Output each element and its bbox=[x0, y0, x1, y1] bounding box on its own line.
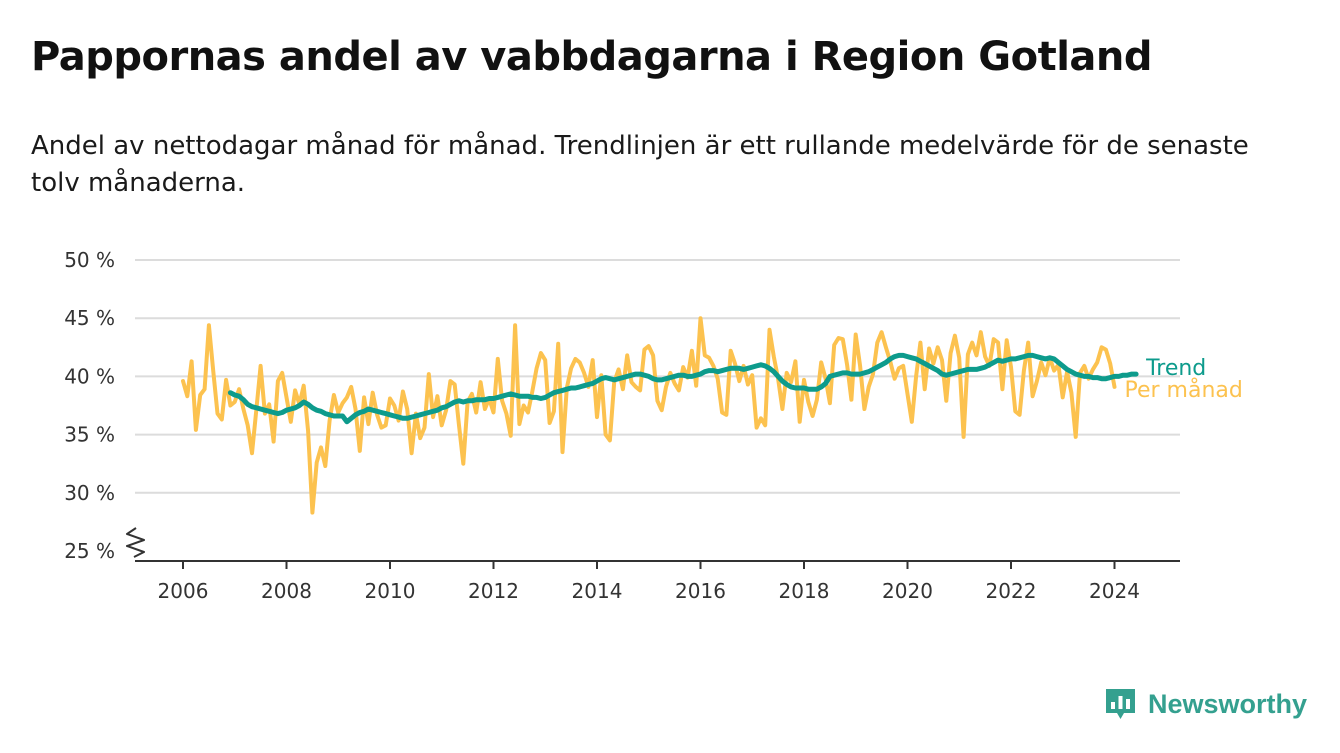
x-axis bbox=[135, 560, 1180, 569]
brand-logo: Newsworthy bbox=[1104, 687, 1307, 721]
chart-series bbox=[181, 316, 1139, 515]
y-axis-labels: 50 % 45 % 40 % 35 % 30 % 25 % bbox=[64, 248, 115, 563]
x-tick-label: 2016 bbox=[675, 579, 726, 603]
newsworthy-logo-icon bbox=[1105, 689, 1135, 719]
trend-line bbox=[227, 352, 1139, 425]
y-tick-label: 30 % bbox=[64, 481, 115, 505]
y-tick-label: 35 % bbox=[64, 423, 115, 447]
x-tick-label: 2022 bbox=[986, 579, 1037, 603]
y-tick-label: 40 % bbox=[64, 364, 115, 388]
x-tick-label: 2010 bbox=[365, 579, 416, 603]
axis-break-icon bbox=[126, 527, 145, 558]
x-axis-labels: 2006 2008 2010 2012 2014 2016 2018 2020 2022 2024 bbox=[158, 579, 1140, 603]
monthly-line bbox=[181, 316, 1117, 515]
y-tick-label: 25 % bbox=[64, 539, 115, 563]
x-tick-label: 2024 bbox=[1089, 579, 1140, 603]
x-tick-label: 2006 bbox=[158, 579, 209, 603]
axis-break-zigzag bbox=[126, 527, 145, 558]
y-tick-label: 45 % bbox=[64, 306, 115, 330]
x-tick-label: 2008 bbox=[261, 579, 312, 603]
x-tick-label: 2012 bbox=[468, 579, 519, 603]
legend-label-monthly: Per månad bbox=[1124, 377, 1242, 403]
gridlines bbox=[135, 259, 1180, 494]
brand-name: Newsworthy bbox=[1147, 688, 1307, 719]
x-tick-label: 2020 bbox=[882, 579, 933, 603]
y-tick-label: 50 % bbox=[64, 248, 115, 272]
line-chart: 50 % 45 % 40 % 35 % 30 % 25 % 2006 2008 2010 201… bbox=[64, 248, 1243, 603]
x-tick-label: 2018 bbox=[779, 579, 830, 603]
chart-subtitle: Andel av nettodagar månad för månad. Tre… bbox=[31, 131, 1249, 198]
page-title: Pappornas andel av vabbdagarna i Region … bbox=[31, 34, 1153, 80]
legend-label-trend: Trend bbox=[1145, 356, 1206, 381]
x-tick-label: 2014 bbox=[572, 579, 623, 603]
